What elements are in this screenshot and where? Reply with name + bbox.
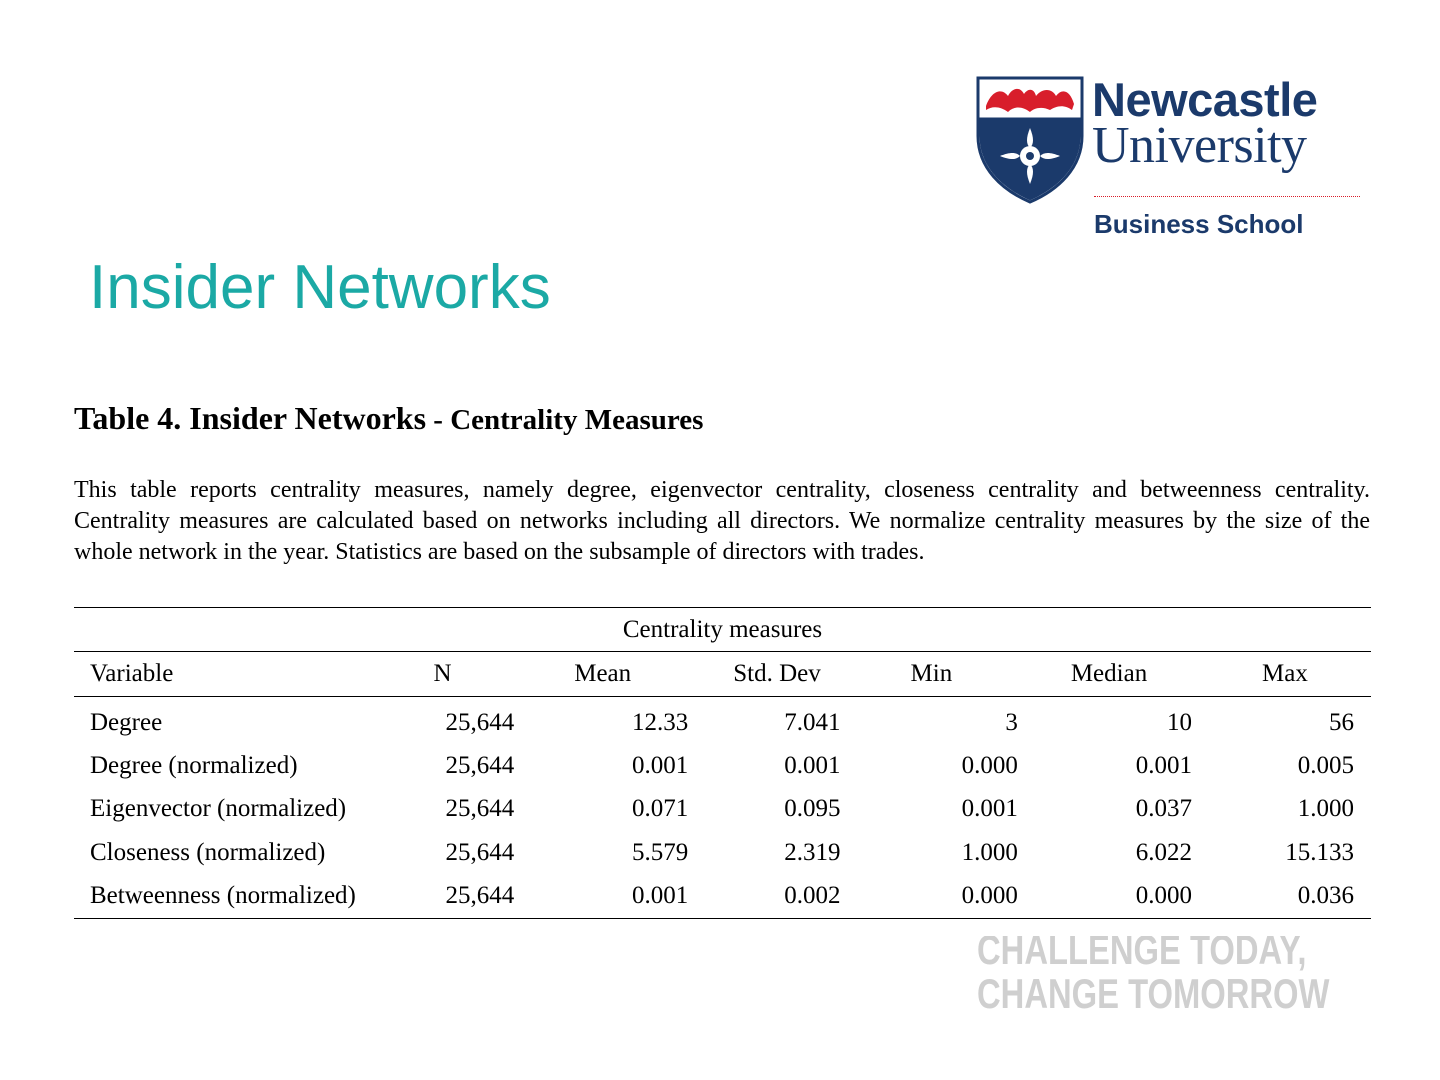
cell-mean: 5.579 [631, 838, 689, 866]
column-header-max: Max [1192, 651, 1371, 697]
cell-n: 25,644 [445, 795, 515, 823]
cell-variable: Degree (normalized) [90, 752, 298, 780]
cell-std-dev: 2.319 [784, 838, 841, 866]
shield-icon [976, 76, 1084, 204]
column-header-mean: Mean [514, 651, 689, 697]
column-header-variable: Variable [74, 651, 384, 697]
logo-wordmark-university: University [1092, 117, 1307, 174]
cell-std-dev: 0.095 [784, 795, 841, 823]
cell-variable: Closeness (normalized) [90, 838, 326, 866]
university-logo: Newcastle University Business School [976, 74, 1376, 244]
centrality-table: Centrality measures Variable N Mean Std.… [74, 607, 1371, 919]
cell-max: 56 [1329, 708, 1354, 736]
cell-median: 0.001 [1135, 752, 1192, 780]
table-title-subtitle: - Centrality Measures [426, 404, 704, 436]
cell-std-dev: 7.041 [784, 708, 841, 736]
column-header-std-dev: Std. Dev [688, 651, 841, 697]
column-header-min: Min [840, 651, 1018, 697]
cell-mean: 0.001 [631, 752, 689, 780]
cell-max: 1.000 [1297, 795, 1354, 823]
table-title: Table 4. Insider Networks - Centrality M… [74, 398, 703, 440]
slogan-line-2: CHANGE TOMORROW [977, 970, 1330, 1017]
cell-n: 25,644 [445, 838, 515, 866]
table-row: Degree (normalized) 25,644 0.001 0.001 0… [74, 744, 1371, 787]
cell-median: 6.022 [1135, 838, 1192, 866]
cell-n: 25,644 [383, 874, 515, 919]
column-header-median: Median [1017, 651, 1192, 697]
cell-n: 25,644 [445, 752, 515, 780]
cell-mean: 12.33 [631, 708, 689, 736]
slogan-line-1: CHALLENGE TODAY, [977, 926, 1307, 973]
table-row: Closeness (normalized) 25,644 5.579 2.31… [74, 831, 1371, 874]
cell-std-dev: 0.001 [784, 752, 841, 780]
page-title: Insider Networks [89, 253, 551, 322]
cell-n: 25,644 [445, 708, 515, 736]
column-header-n: N [383, 651, 515, 697]
cell-min: 0.000 [961, 752, 1018, 780]
cell-median: 10 [1167, 708, 1192, 736]
logo-wordmark-newcastle: Newcastle [1092, 73, 1318, 126]
table-header-row: Variable N Mean Std. Dev Min Median Max [74, 651, 1371, 697]
cell-min: 0.001 [961, 795, 1018, 823]
table-title-main: Table 4. Insider Networks [74, 400, 427, 436]
cell-variable: Eigenvector (normalized) [90, 795, 347, 823]
table-group-header-row: Centrality measures [74, 607, 1371, 652]
cell-median: 0.037 [1135, 795, 1192, 823]
cell-mean: 0.001 [514, 874, 689, 919]
table-row: Degree 25,644 12.33 7.041 3 10 56 [74, 697, 1371, 745]
cell-median: 0.000 [1017, 874, 1192, 919]
cell-std-dev: 0.002 [688, 874, 841, 919]
cell-min: 0.000 [840, 874, 1018, 919]
slogan: CHALLENGE TODAY, CHANGE TOMORROW [977, 928, 1329, 1016]
cell-variable: Betweenness (normalized) [74, 874, 384, 919]
table-description: This table reports centrality measures, … [74, 477, 1370, 565]
table-row: Betweenness (normalized) 25,644 0.001 0.… [74, 874, 1371, 919]
logo-school-name: Business School [1094, 209, 1304, 239]
cell-min: 1.000 [961, 838, 1018, 866]
cell-max: 15.133 [1285, 838, 1354, 866]
cell-max: 0.005 [1297, 752, 1354, 780]
cell-max: 0.036 [1192, 874, 1371, 919]
cell-min: 3 [1005, 708, 1018, 736]
cell-mean: 0.071 [631, 795, 689, 823]
table-row: Eigenvector (normalized) 25,644 0.071 0.… [74, 788, 1371, 831]
group-header: Centrality measures [74, 607, 1371, 652]
logo-divider [1094, 196, 1360, 197]
cell-variable: Degree [90, 708, 163, 736]
